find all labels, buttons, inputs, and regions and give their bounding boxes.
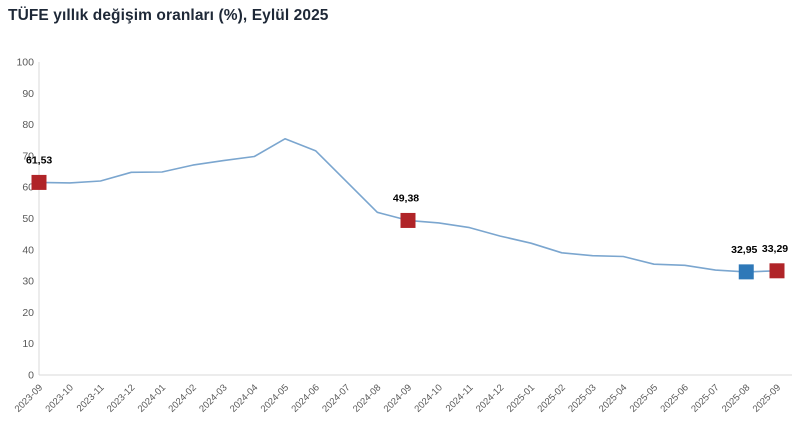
data-point-label: 49,38 bbox=[393, 192, 419, 204]
y-axis-tick-label: 10 bbox=[22, 338, 34, 350]
series-line bbox=[38, 138, 778, 273]
x-axis-tick-label: 2025-04 bbox=[597, 382, 629, 414]
y-axis-tick-label: 30 bbox=[22, 276, 34, 288]
x-axis-tick-label: 2025-08 bbox=[720, 382, 752, 414]
x-axis-tick-label: 2023-10 bbox=[43, 382, 75, 414]
y-axis-tick-label: 80 bbox=[22, 119, 34, 131]
x-axis-tick-label: 2024-06 bbox=[289, 382, 321, 414]
x-axis-tick-label: 2024-04 bbox=[228, 382, 260, 414]
data-point-marker[interactable] bbox=[769, 263, 785, 279]
x-axis-tick-label: 2024-02 bbox=[166, 382, 198, 414]
x-axis-tick-label: 2025-01 bbox=[505, 382, 537, 414]
data-point-marker[interactable] bbox=[400, 212, 416, 228]
x-axis-tick-label: 2023-12 bbox=[105, 382, 137, 414]
data-point-marker[interactable] bbox=[31, 174, 47, 190]
data-point-marker[interactable] bbox=[738, 264, 754, 280]
x-axis-tick-label: 2024-08 bbox=[351, 382, 383, 414]
y-axis-tick-label: 50 bbox=[22, 213, 34, 225]
x-axis-tick-label: 2025-03 bbox=[566, 382, 598, 414]
x-axis-tick-label: 2025-05 bbox=[628, 382, 660, 414]
x-axis-tick-label: 2023-09 bbox=[13, 382, 45, 414]
x-axis-tick-label: 2025-07 bbox=[689, 382, 721, 414]
y-axis-tick-label: 0 bbox=[28, 370, 34, 382]
data-point-label: 32,95 bbox=[731, 244, 757, 256]
x-axis-tick-label: 2024-01 bbox=[136, 382, 168, 414]
y-axis-tick-label: 100 bbox=[16, 57, 34, 69]
y-axis-tick-label: 60 bbox=[22, 182, 34, 194]
x-axis-tick-label: 2025-02 bbox=[535, 382, 567, 414]
x-axis-tick-label: 2025-06 bbox=[658, 382, 690, 414]
x-axis-tick-label: 2024-03 bbox=[197, 382, 229, 414]
x-axis-tick-label: 2024-05 bbox=[259, 382, 291, 414]
x-axis-tick-label: 2024-11 bbox=[444, 382, 476, 414]
y-axis-tick-label: 20 bbox=[22, 307, 34, 319]
y-axis-tick-label: 90 bbox=[22, 88, 34, 100]
x-axis-tick-label: 2024-12 bbox=[474, 382, 506, 414]
data-point-label: 61,53 bbox=[26, 154, 52, 166]
x-axis-tick-label: 2025-09 bbox=[751, 382, 783, 414]
x-axis-tick-label: 2023-11 bbox=[75, 382, 107, 414]
x-axis-tick-label: 2024-09 bbox=[382, 382, 414, 414]
x-axis-tick-label: 2024-07 bbox=[320, 382, 352, 414]
y-axis-tick-label: 70 bbox=[22, 150, 34, 162]
y-axis-tick-label: 40 bbox=[22, 244, 34, 256]
data-point-label: 33,29 bbox=[762, 243, 788, 255]
chart-title: TÜFE yıllık değişim oranları (%), Eylül … bbox=[8, 7, 329, 24]
x-axis-tick-label: 2024-10 bbox=[412, 382, 444, 414]
